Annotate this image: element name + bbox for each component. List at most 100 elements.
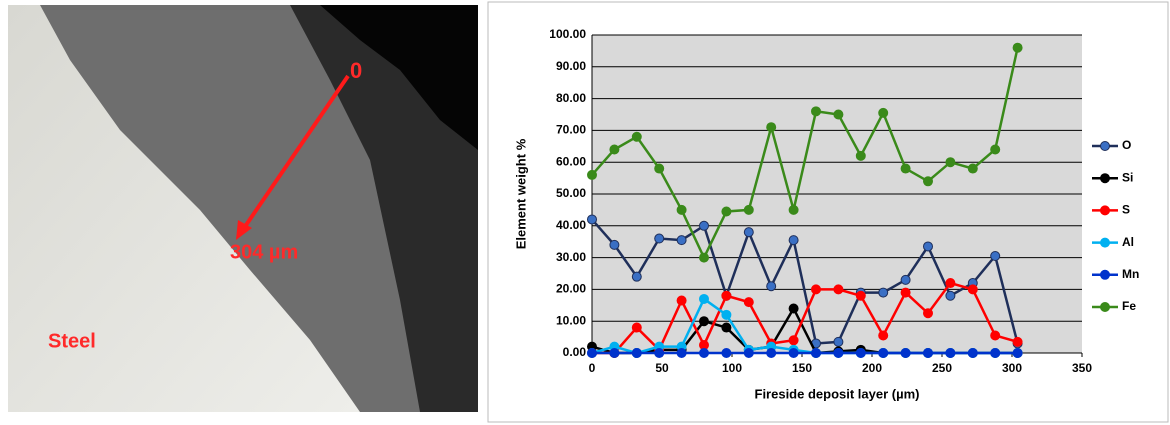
data-point	[788, 235, 799, 246]
arrow	[242, 74, 350, 230]
data-point	[811, 348, 821, 358]
data-point	[721, 206, 732, 217]
data-point	[609, 348, 620, 358]
x-tick-label: 350	[1072, 361, 1092, 375]
data-point	[676, 235, 687, 246]
data-point	[945, 278, 956, 289]
data-point	[967, 284, 978, 295]
data-point	[878, 107, 889, 118]
data-point	[654, 233, 665, 244]
data-point	[833, 284, 844, 295]
legend-marker	[1100, 237, 1110, 248]
y-tick-label: 20.00	[556, 282, 586, 296]
data-point	[923, 241, 933, 252]
x-tick-label: 100	[722, 361, 742, 375]
data-point	[609, 144, 620, 155]
background	[320, 5, 478, 150]
data-point	[788, 348, 799, 358]
data-point	[811, 284, 821, 295]
arrow-head	[236, 220, 252, 240]
data-point	[587, 214, 597, 225]
image-label: Steel	[48, 330, 96, 352]
y-tick-label: 40.00	[556, 218, 586, 232]
data-point	[1012, 336, 1023, 347]
data-point	[699, 220, 709, 231]
series-line	[592, 281, 1018, 355]
data-point	[923, 348, 933, 358]
legend-marker	[1100, 269, 1110, 280]
y-tick-label: 70.00	[556, 123, 586, 137]
data-point	[699, 348, 709, 358]
chart: 0.00 10.00 20.00 30.00 40.00 50.00 60.00 70.00 8…	[513, 27, 1139, 401]
x-tick-label: 50	[655, 361, 669, 375]
data-point	[990, 144, 1001, 155]
data-point	[900, 274, 911, 285]
data-point	[587, 348, 597, 358]
data-point	[721, 309, 732, 320]
data-point	[721, 290, 732, 301]
legend-label: O	[1122, 138, 1131, 152]
x-tick-label: 250	[932, 361, 952, 375]
data-point	[788, 204, 799, 215]
data-point	[766, 348, 777, 358]
data-point	[945, 348, 956, 358]
image-label: 0	[350, 58, 362, 83]
legend-label: Al	[1122, 235, 1134, 249]
sem-image: 0 304 µm Steel	[8, 5, 478, 412]
data-point	[631, 348, 642, 358]
legend-marker	[1100, 173, 1110, 184]
y-tick-label: 80.00	[556, 91, 586, 105]
data-point	[900, 287, 911, 298]
data-point	[900, 348, 911, 358]
data-point	[855, 348, 866, 358]
y-tick-label: 30.00	[556, 250, 586, 264]
data-point	[990, 330, 1001, 341]
data-point	[676, 348, 687, 358]
data-point	[878, 287, 889, 298]
data-point	[833, 109, 844, 120]
data-point	[855, 290, 866, 301]
data-point	[631, 322, 642, 333]
data-point	[967, 163, 978, 174]
data-point	[878, 348, 889, 358]
data-point	[654, 348, 665, 358]
data-point	[923, 176, 933, 187]
data-point	[945, 157, 956, 168]
y-tick-label: 90.00	[556, 59, 586, 73]
data-point	[721, 348, 732, 358]
data-point	[699, 316, 709, 327]
legend-marker	[1100, 205, 1110, 216]
data-point	[743, 227, 754, 238]
data-point	[1012, 348, 1023, 358]
data-point	[631, 131, 642, 142]
x-tick-label: 150	[792, 361, 812, 375]
data-point	[699, 293, 709, 304]
data-point	[721, 322, 732, 333]
legend-label: Si	[1122, 170, 1133, 184]
data-point	[788, 335, 799, 346]
data-point	[878, 330, 889, 341]
data-point	[833, 336, 844, 347]
data-point	[855, 150, 866, 161]
x-axis-title: Fireside deposit layer (µm)	[755, 386, 920, 401]
x-tick-label: 0	[589, 361, 596, 375]
steel-region	[8, 5, 360, 412]
data-point	[609, 239, 620, 250]
data-point	[631, 271, 642, 282]
y-tick-label: 60.00	[556, 154, 586, 168]
data-point	[699, 252, 709, 263]
legend-label: Mn	[1122, 267, 1139, 281]
data-point	[1012, 42, 1023, 53]
data-point	[654, 163, 665, 174]
data-point	[587, 169, 597, 180]
data-point	[990, 348, 1001, 358]
data-point	[676, 204, 687, 215]
data-point	[788, 303, 799, 314]
x-tick-label: 200	[862, 361, 882, 375]
y-tick-label: 50.00	[556, 186, 586, 200]
data-point	[967, 348, 978, 358]
data-point	[743, 348, 754, 358]
image-label: 304 µm	[230, 241, 298, 263]
data-point	[900, 163, 911, 174]
